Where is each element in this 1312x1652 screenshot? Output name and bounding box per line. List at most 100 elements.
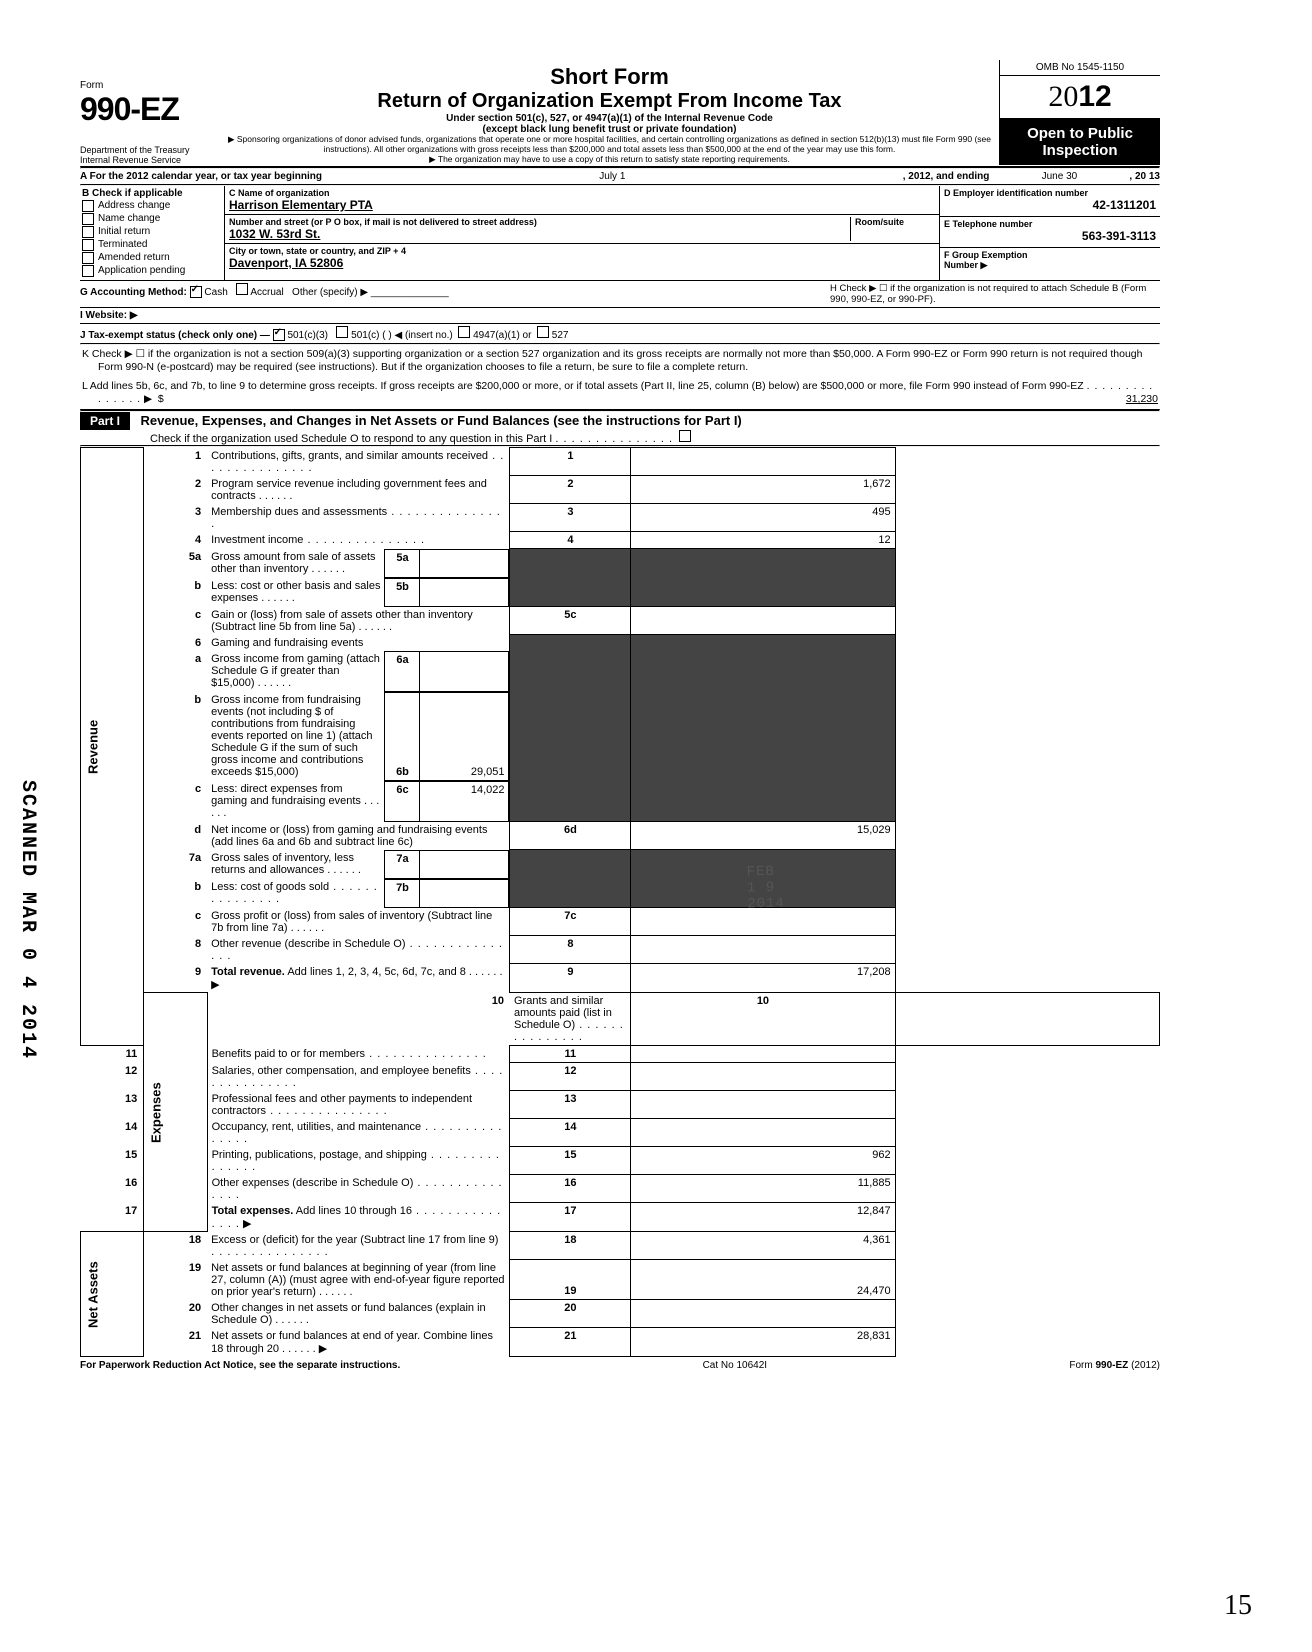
- line7b-subamt: [420, 879, 509, 907]
- dept-treasury: Department of the Treasury Internal Reve…: [80, 146, 220, 166]
- line2-amt: 1,672: [631, 476, 895, 504]
- website-label: I Website: ▶: [80, 310, 138, 321]
- line5b-subamt: [420, 578, 509, 606]
- line16-text: Other expenses (describe in Schedule O): [212, 1177, 503, 1201]
- check-4947[interactable]: [458, 326, 470, 338]
- line3-num: 3: [510, 504, 631, 532]
- year-prefix: 20: [1048, 80, 1078, 113]
- line20-num: 20: [510, 1300, 631, 1328]
- line2-text: Program service revenue including govern…: [211, 478, 487, 502]
- line5b-text: Less: cost or other basis and sales expe…: [211, 580, 380, 604]
- form-word: Form: [80, 80, 220, 91]
- line20-amt: [631, 1300, 895, 1328]
- part1-check-text: Check if the organization used Schedule …: [150, 433, 552, 445]
- title-sponsor: ▶ Sponsoring organizations of donor advi…: [226, 135, 993, 155]
- other-label: Other (specify) ▶: [292, 287, 368, 298]
- open-line1: Open to Public: [1002, 125, 1158, 142]
- line14-text: Occupancy, rent, utilities, and maintena…: [212, 1121, 503, 1145]
- check-app-pending[interactable]: Application pending: [82, 265, 222, 277]
- line18-num: 18: [510, 1232, 631, 1260]
- line7b-text: Less: cost of goods sold: [211, 881, 378, 905]
- org-name-cell: C Name of organization Harrison Elementa…: [225, 186, 939, 215]
- check-name-change[interactable]: Name change: [82, 213, 222, 225]
- street-cell: Number and street (or P O box, if mail i…: [225, 215, 939, 244]
- line13-amt: [631, 1091, 895, 1119]
- check-accrual[interactable]: [236, 283, 248, 295]
- phone-cell: E Telephone number 563-391-3113: [940, 217, 1160, 248]
- org-name-value: Harrison Elementary PTA: [229, 198, 935, 212]
- 527-label: 527: [552, 330, 569, 341]
- year-bold: 12: [1078, 80, 1111, 113]
- line6b-text: Gross income from fundraising events (no…: [211, 694, 372, 778]
- line5b-subnum: 5b: [385, 578, 420, 606]
- line6a-subamt: [420, 651, 509, 691]
- line11-amt: [631, 1046, 895, 1063]
- line3-text: Membership dues and assessments: [211, 506, 501, 530]
- check-501c[interactable]: [336, 326, 348, 338]
- check-501c3[interactable]: [273, 329, 285, 341]
- line17-amt: 12,847: [631, 1203, 895, 1232]
- line13-num: 13: [510, 1091, 631, 1119]
- footer-mid: Cat No 10642I: [703, 1360, 768, 1371]
- line-a-begin: July 1: [322, 171, 903, 182]
- row-j: J Tax-exempt status (check only one) — 5…: [80, 323, 1160, 343]
- line6d-num: 6d: [510, 822, 631, 850]
- line-a-prefix: A For the 2012 calendar year, or tax yea…: [80, 171, 322, 182]
- omb-number: OMB No 1545-1150: [1000, 60, 1160, 76]
- line11-num: 11: [510, 1046, 631, 1063]
- check-527[interactable]: [537, 326, 549, 338]
- h-text: H Check ▶ ☐ if the organization is not r…: [830, 283, 1160, 305]
- line4-text: Investment income: [211, 534, 425, 546]
- line11-text: Benefits paid to or for members: [212, 1048, 487, 1060]
- part1-checkbox[interactable]: [679, 430, 691, 442]
- tax-year: 2012: [1000, 76, 1160, 119]
- right-box: OMB No 1545-1150 2012 Open to Public Ins…: [999, 60, 1160, 165]
- line14-amt: [631, 1119, 895, 1147]
- check-label: Initial return: [98, 226, 150, 237]
- 501c3-label: 501(c)(3): [287, 330, 328, 341]
- check-amended[interactable]: Amended return: [82, 252, 222, 264]
- form-990ez-page: Form 990-EZ Department of the Treasury I…: [80, 60, 1160, 1371]
- group-exempt-cell: F Group Exemption Number ▶: [940, 248, 1160, 278]
- 4947-label: 4947(a)(1) or: [473, 330, 531, 341]
- netassets-side-label: Net Assets: [81, 1232, 144, 1357]
- phone-value: 563-391-3113: [944, 229, 1156, 243]
- part1-table: Revenue 1Contributions, gifts, grants, a…: [80, 447, 1160, 1357]
- line15-amt: 962: [631, 1147, 895, 1175]
- check-label: Amended return: [98, 252, 170, 263]
- line17-num: 17: [510, 1203, 631, 1232]
- line6c-subamt: 14,022: [420, 781, 509, 821]
- footer-right: Form 990-EZ (2012): [1069, 1360, 1160, 1371]
- ein-label: D Employer identification number: [944, 188, 1156, 198]
- city-value: Davenport, IA 52806: [229, 256, 935, 270]
- line2-num: 2: [510, 476, 631, 504]
- check-label: Application pending: [98, 265, 185, 276]
- check-initial-return[interactable]: Initial return: [82, 226, 222, 238]
- row-l-text: L Add lines 5b, 6c, and 7b, to line 9 to…: [82, 380, 1084, 392]
- line12-text: Salaries, other compensation, and employ…: [212, 1065, 504, 1089]
- line12-amt: [631, 1063, 895, 1091]
- line18-amt: 4,361: [631, 1232, 895, 1260]
- column-b: B Check if applicable Address change Nam…: [80, 186, 225, 280]
- check-cash[interactable]: [190, 286, 202, 298]
- check-terminated[interactable]: Terminated: [82, 239, 222, 251]
- line-a-mid: , 2012, and ending: [903, 171, 990, 182]
- line5c-amt: [631, 607, 895, 635]
- line17-bold: Total expenses.: [212, 1205, 294, 1217]
- part-1-header: Part I Revenue, Expenses, and Changes in…: [80, 412, 1160, 445]
- line16-amt: 11,885: [631, 1175, 895, 1203]
- line6b-subamt: 29,051: [420, 692, 509, 780]
- line-a: A For the 2012 calendar year, or tax yea…: [80, 169, 1160, 184]
- check-label: Name change: [98, 213, 160, 224]
- phone-label: E Telephone number: [944, 219, 1156, 229]
- line19-num: 19: [510, 1260, 631, 1300]
- line8-num: 8: [510, 936, 631, 964]
- line6a-text: Gross income from gaming (attach Schedul…: [211, 653, 380, 689]
- form-number-block: Form 990-EZ Department of the Treasury I…: [80, 60, 220, 166]
- title-shortform: Short Form: [226, 64, 993, 90]
- city-label: City or town, state or country, and ZIP …: [229, 246, 935, 256]
- check-address-change[interactable]: Address change: [82, 200, 222, 212]
- line15-num: 15: [510, 1147, 631, 1175]
- line17-text: Add lines 10 through 16: [296, 1205, 412, 1217]
- street-value: 1032 W. 53rd St.: [229, 227, 850, 241]
